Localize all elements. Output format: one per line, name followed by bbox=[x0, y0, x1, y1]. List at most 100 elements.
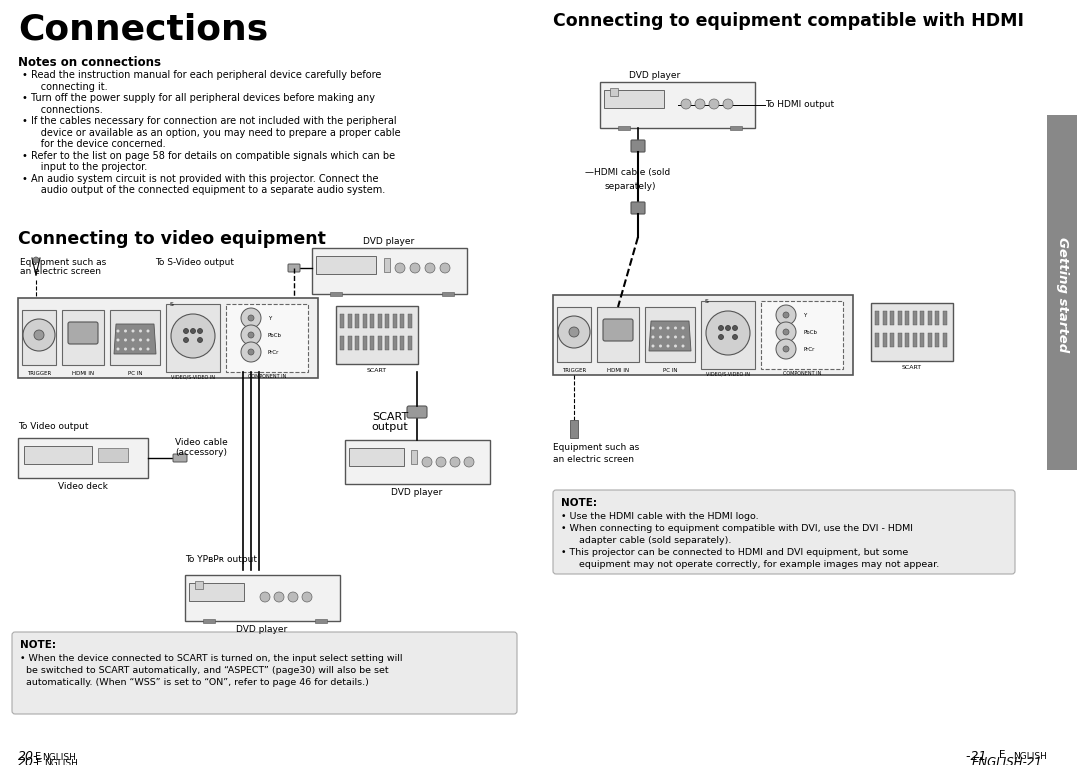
Circle shape bbox=[666, 336, 670, 338]
Bar bbox=[890, 311, 894, 325]
Bar bbox=[384, 314, 389, 328]
Bar bbox=[645, 307, 696, 362]
Bar bbox=[392, 336, 396, 350]
Circle shape bbox=[147, 330, 149, 333]
Circle shape bbox=[708, 99, 719, 109]
Text: Video cable: Video cable bbox=[175, 438, 228, 447]
Bar bbox=[618, 126, 630, 130]
Text: To YPʙPʀ output: To YPʙPʀ output bbox=[185, 555, 257, 564]
Text: separately): separately) bbox=[605, 181, 657, 190]
Text: S: S bbox=[170, 302, 174, 307]
Text: • Refer to the list on page 58 for details on compatible signals which can be: • Refer to the list on page 58 for detai… bbox=[22, 151, 395, 161]
Bar bbox=[24, 446, 92, 464]
Polygon shape bbox=[114, 324, 156, 354]
Circle shape bbox=[33, 330, 44, 340]
Text: -21: -21 bbox=[959, 750, 987, 763]
Text: To HDMI output: To HDMI output bbox=[765, 99, 834, 109]
Bar bbox=[897, 311, 902, 325]
Circle shape bbox=[302, 592, 312, 602]
Circle shape bbox=[260, 592, 270, 602]
Bar bbox=[600, 82, 755, 128]
Bar bbox=[166, 304, 220, 372]
Bar bbox=[384, 258, 390, 272]
FancyBboxPatch shape bbox=[631, 140, 645, 152]
Circle shape bbox=[241, 325, 261, 345]
Bar bbox=[345, 440, 490, 484]
Text: Getting started: Getting started bbox=[1055, 237, 1068, 353]
Circle shape bbox=[706, 311, 750, 355]
Circle shape bbox=[288, 592, 298, 602]
Circle shape bbox=[139, 338, 141, 341]
Bar bbox=[870, 303, 953, 361]
Bar bbox=[935, 333, 939, 347]
Bar bbox=[897, 333, 902, 347]
Circle shape bbox=[147, 347, 149, 350]
Circle shape bbox=[132, 338, 135, 341]
Bar bbox=[875, 333, 879, 347]
Circle shape bbox=[723, 99, 733, 109]
Circle shape bbox=[241, 342, 261, 362]
Text: for the device concerned.: for the device concerned. bbox=[22, 139, 165, 149]
FancyBboxPatch shape bbox=[288, 264, 300, 272]
Text: —HDMI cable (sold: —HDMI cable (sold bbox=[585, 168, 671, 177]
Circle shape bbox=[659, 336, 662, 338]
Text: NGLISH: NGLISH bbox=[42, 753, 76, 762]
Circle shape bbox=[681, 327, 685, 330]
Text: DVD player: DVD player bbox=[363, 237, 415, 246]
Circle shape bbox=[659, 327, 662, 330]
Bar bbox=[392, 314, 396, 328]
Text: COMPONENT IN: COMPONENT IN bbox=[783, 371, 821, 376]
Text: Y: Y bbox=[268, 315, 271, 321]
Text: device or available as an option, you may need to prepare a proper cable: device or available as an option, you ma… bbox=[22, 128, 401, 138]
Circle shape bbox=[184, 328, 189, 334]
Bar bbox=[348, 314, 351, 328]
Circle shape bbox=[732, 325, 738, 330]
Bar bbox=[316, 256, 376, 274]
Circle shape bbox=[198, 328, 203, 334]
Circle shape bbox=[464, 457, 474, 467]
Circle shape bbox=[777, 305, 796, 325]
Circle shape bbox=[674, 327, 677, 330]
Text: • When the device connected to SCART is turned on, the input select setting will: • When the device connected to SCART is … bbox=[21, 654, 403, 663]
Bar bbox=[340, 336, 345, 350]
Text: PC IN: PC IN bbox=[127, 371, 143, 376]
FancyBboxPatch shape bbox=[553, 490, 1015, 574]
Text: COMPONENT IN: COMPONENT IN bbox=[247, 374, 286, 379]
Circle shape bbox=[681, 344, 685, 347]
Bar bbox=[22, 310, 56, 365]
Text: HDMI IN: HDMI IN bbox=[72, 371, 94, 376]
Bar bbox=[400, 314, 404, 328]
Bar bbox=[18, 298, 318, 378]
Bar bbox=[761, 301, 843, 369]
Bar bbox=[370, 336, 374, 350]
Circle shape bbox=[117, 347, 120, 350]
Bar bbox=[928, 311, 931, 325]
Bar bbox=[890, 333, 894, 347]
Circle shape bbox=[651, 344, 654, 347]
Bar bbox=[882, 311, 887, 325]
Circle shape bbox=[783, 346, 789, 352]
Bar bbox=[363, 336, 366, 350]
Text: • When connecting to equipment compatible with DVI, use the DVI - HDMI: • When connecting to equipment compatibl… bbox=[561, 524, 913, 533]
Circle shape bbox=[726, 325, 730, 330]
Bar bbox=[330, 292, 342, 296]
Circle shape bbox=[783, 312, 789, 318]
Text: 20-: 20- bbox=[18, 750, 39, 763]
Text: audio output of the connected equipment to a separate audio system.: audio output of the connected equipment … bbox=[22, 185, 386, 195]
Circle shape bbox=[395, 263, 405, 273]
FancyBboxPatch shape bbox=[12, 632, 517, 714]
Bar bbox=[1047, 115, 1077, 470]
Bar bbox=[195, 581, 203, 589]
Circle shape bbox=[651, 336, 654, 338]
Bar bbox=[935, 311, 939, 325]
Text: Y: Y bbox=[804, 312, 807, 317]
Circle shape bbox=[659, 344, 662, 347]
Text: NOTE:: NOTE: bbox=[561, 498, 597, 508]
Bar bbox=[913, 311, 917, 325]
Circle shape bbox=[124, 338, 127, 341]
Text: PbCb: PbCb bbox=[268, 333, 282, 337]
Circle shape bbox=[718, 325, 724, 330]
Text: adapter cable (sold separately).: adapter cable (sold separately). bbox=[561, 536, 731, 545]
Bar bbox=[553, 295, 853, 375]
Text: TRIGGER: TRIGGER bbox=[562, 368, 586, 373]
